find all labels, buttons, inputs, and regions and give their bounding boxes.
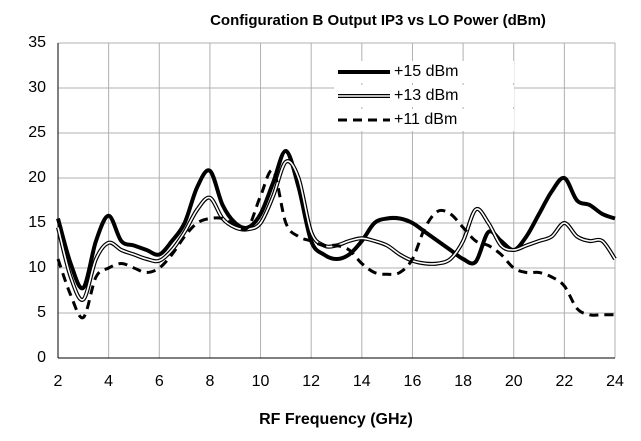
line bbox=[56, 149, 616, 291]
x-tick-label: 20 bbox=[505, 373, 523, 390]
y-tick-label: 20 bbox=[28, 169, 46, 186]
x-tick-label: 10 bbox=[252, 373, 270, 390]
line bbox=[56, 168, 615, 320]
y-tick-label: 25 bbox=[28, 124, 46, 141]
x-tick-label: 22 bbox=[555, 373, 573, 390]
x-tick-label: 6 bbox=[155, 373, 164, 390]
x-tick-label: 8 bbox=[205, 373, 214, 390]
x-tick-label: 16 bbox=[404, 373, 422, 390]
y-tick-label: 5 bbox=[37, 304, 46, 321]
legend-label: +11 dBm bbox=[394, 111, 457, 128]
x-tick-label: 14 bbox=[353, 373, 371, 390]
x-tick-label: 12 bbox=[302, 373, 320, 390]
legend-label: +15 dBm bbox=[394, 63, 458, 80]
y-tick-label: 10 bbox=[28, 259, 46, 276]
x-axis-label: RF Frequency (GHz) bbox=[259, 411, 413, 428]
x-tick-label: 2 bbox=[54, 373, 63, 390]
y-tick-label: 30 bbox=[28, 79, 46, 96]
x-tick-label: 24 bbox=[606, 373, 624, 390]
x-tick-label: 18 bbox=[454, 373, 472, 390]
y-tick-label: 15 bbox=[28, 214, 46, 231]
legend-label: +13 dBm bbox=[394, 87, 458, 104]
legend-bg bbox=[334, 61, 514, 83]
chart-title: Configuration B Output IP3 vs LO Power (… bbox=[210, 12, 546, 29]
x-tick-label: 4 bbox=[104, 373, 113, 390]
y-tick-label: 35 bbox=[28, 34, 46, 51]
legend-bg bbox=[334, 85, 514, 107]
y-tick-label: 0 bbox=[37, 349, 46, 366]
legend-bg bbox=[334, 109, 514, 131]
